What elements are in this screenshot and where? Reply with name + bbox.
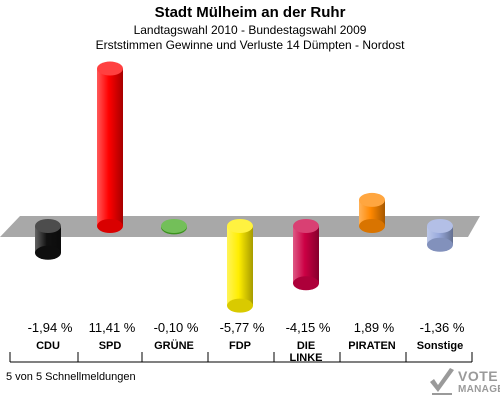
value-label: -1,94 % — [28, 320, 73, 335]
bar-bottom-cap — [427, 237, 453, 252]
value-label: 1,89 % — [354, 320, 395, 335]
checkmark-icon — [430, 368, 454, 395]
category-label: GRÜNE — [154, 339, 194, 352]
value-label: -1,36 % — [420, 320, 465, 335]
bar-piraten — [359, 192, 385, 233]
bar-sonstige — [427, 219, 453, 252]
bar-die-linke — [293, 219, 319, 291]
bar-spd — [97, 61, 123, 233]
category-label: CDU — [36, 340, 60, 352]
category-label: SPD — [99, 340, 122, 352]
category-label: PIRATEN — [348, 340, 396, 352]
bar-top-cap — [35, 219, 61, 233]
value-label: 11,41 % — [89, 320, 136, 335]
value-label: -0,10 % — [154, 320, 199, 335]
bar-top-cap — [359, 192, 385, 207]
category-label: LINKE — [290, 352, 323, 364]
chart-title: Stadt Mülheim an der Ruhr — [154, 4, 346, 21]
bar-body — [293, 226, 319, 284]
bar-body — [97, 68, 123, 227]
bar-bottom-cap — [35, 245, 61, 260]
value-label: -4,15 % — [286, 320, 331, 335]
bar-top-cap — [293, 219, 319, 233]
bar-bottom-cap — [359, 219, 385, 233]
logo-text-vote: VOTE — [458, 368, 499, 384]
bar-bottom-cap — [293, 276, 319, 291]
bar-bottom-cap — [97, 219, 123, 233]
chart-subtitle-election: Landtagswahl 2010 - Bundestagswahl 2009 — [133, 23, 367, 37]
category-label: FDP — [229, 340, 251, 352]
bar-top-cap — [227, 219, 253, 233]
category-label: DIE — [297, 340, 315, 352]
value-label: -5,77 % — [220, 320, 265, 335]
vote-manager-logo: VOTE MANAGER — [428, 366, 500, 400]
bar-top-cap — [161, 219, 187, 233]
status-text: 5 von 5 Schnellmeldungen — [6, 371, 136, 383]
chart-subtitle-district: Erststimmen Gewinne und Verluste 14 Dümp… — [95, 38, 405, 52]
bar-top-cap — [97, 61, 123, 76]
bar-fdp — [227, 219, 253, 313]
bar-cdu — [35, 219, 61, 260]
category-label: Sonstige — [417, 340, 463, 352]
bar-gruene — [161, 219, 187, 235]
logo-text-manager: MANAGER — [458, 384, 500, 395]
bar-body — [227, 226, 253, 306]
bar-bottom-cap — [227, 298, 253, 313]
bar-top-cap — [427, 219, 453, 233]
